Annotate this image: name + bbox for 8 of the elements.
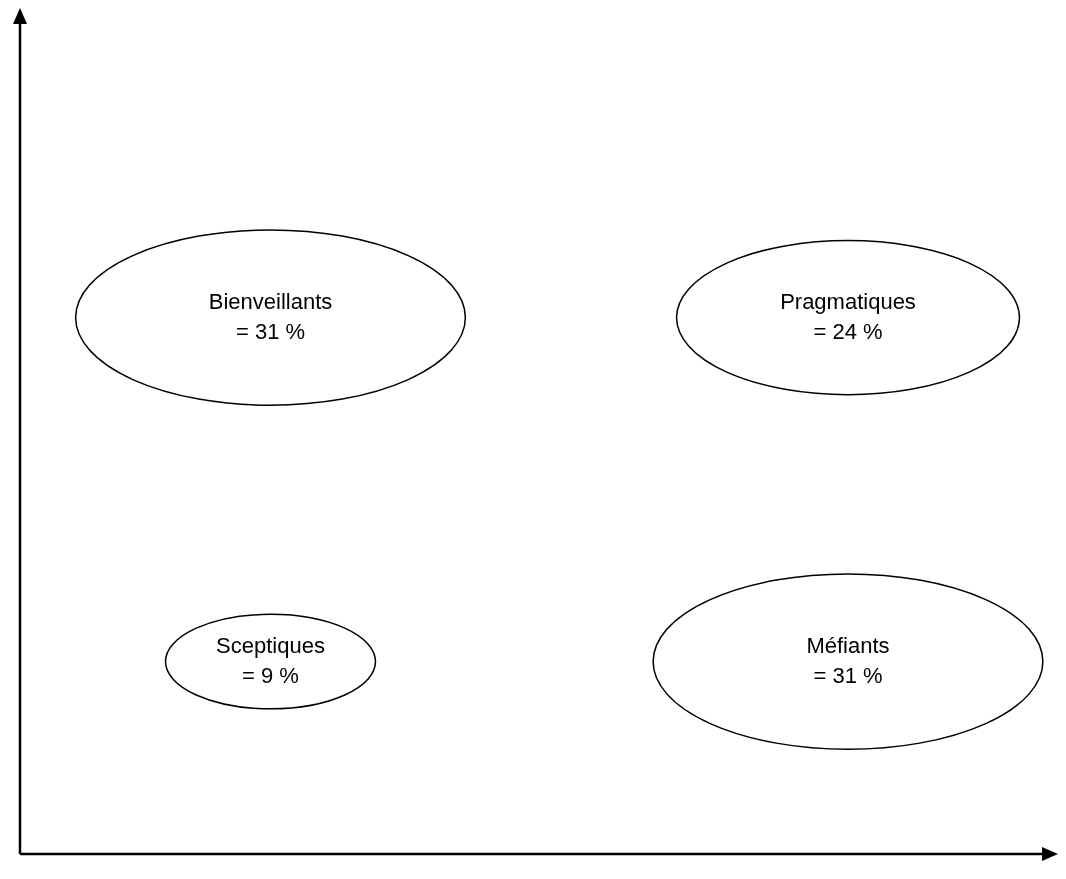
data-label: = 31 % <box>813 662 883 688</box>
category-label: Méfiants <box>806 632 890 658</box>
data-label: = 31 % <box>235 318 306 344</box>
category-label: Sceptiques <box>216 632 325 658</box>
data-label: = 24 % <box>813 318 883 344</box>
data-label: = 9 % <box>242 662 299 688</box>
category-label: Bienveillants <box>208 288 333 314</box>
category-label: Pragmatiques <box>780 288 916 314</box>
